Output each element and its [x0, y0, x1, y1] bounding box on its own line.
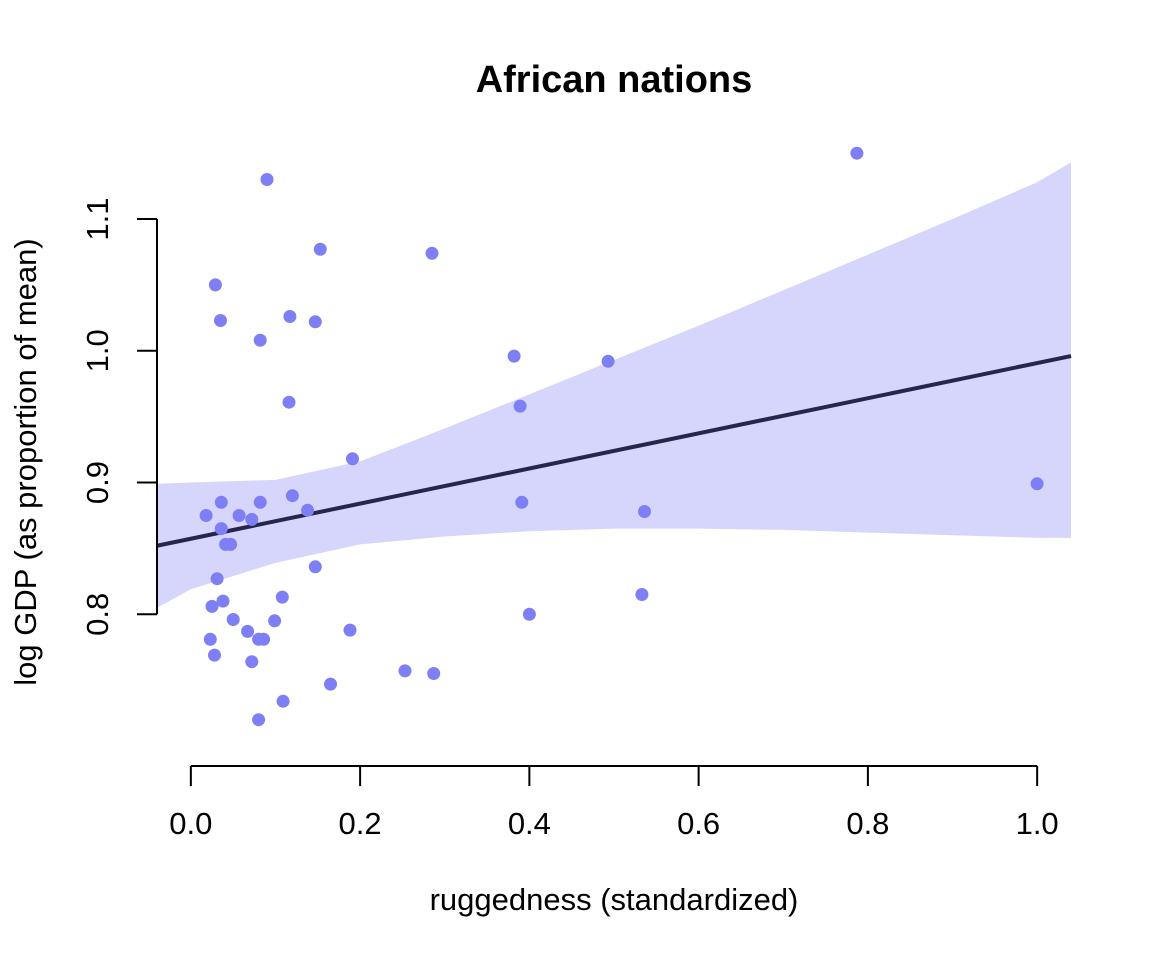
- data-point: [850, 146, 864, 160]
- data-point: [507, 349, 521, 363]
- data-point: [1030, 477, 1044, 491]
- data-point: [208, 648, 221, 662]
- data-point: [268, 614, 282, 628]
- data-point: [324, 677, 337, 691]
- data-point: [425, 246, 439, 260]
- data-point: [203, 632, 217, 646]
- data-point: [199, 509, 213, 522]
- data-point: [398, 664, 412, 678]
- data-point: [343, 623, 357, 637]
- data-point: [427, 667, 441, 680]
- data-point: [232, 509, 246, 522]
- x-tick-label: 0.6: [677, 806, 720, 841]
- data-point: [241, 624, 255, 638]
- y-tick-label: 0.9: [80, 461, 115, 504]
- chart-title: African nations: [476, 59, 753, 101]
- x-tick-label: 0.4: [508, 806, 551, 841]
- data-point: [208, 278, 222, 292]
- data-point: [301, 503, 315, 517]
- data-point: [214, 522, 228, 536]
- y-tick-label: 0.8: [80, 593, 115, 636]
- data-point: [205, 599, 219, 613]
- data-point: [346, 452, 359, 466]
- data-point: [275, 590, 289, 604]
- x-axis-label: ruggedness (standardized): [430, 882, 799, 917]
- data-point: [226, 613, 240, 626]
- data-point: [513, 399, 527, 413]
- data-point: [283, 310, 297, 323]
- data-points-layer: [199, 146, 1044, 727]
- x-tick-label: 0.8: [846, 806, 889, 841]
- data-point: [285, 489, 299, 503]
- data-point: [260, 173, 274, 186]
- data-point: [245, 512, 259, 526]
- y-tick-label: 1.1: [80, 197, 115, 240]
- data-point: [224, 537, 238, 551]
- x-tick-label: 0.2: [339, 806, 382, 841]
- data-point: [601, 354, 615, 368]
- y-axis: 0.8 0.9 1.0 1.1: [80, 197, 158, 636]
- data-point: [252, 713, 266, 727]
- y-tick-label: 1.0: [80, 329, 115, 372]
- data-point: [635, 588, 649, 601]
- data-point: [522, 607, 536, 621]
- data-point: [308, 560, 322, 574]
- y-axis-label: log GDP (as proportion of mean): [8, 238, 43, 685]
- data-point: [214, 314, 227, 327]
- x-axis: 0.0 0.2 0.4 0.6 0.8 1.0: [169, 765, 1059, 841]
- data-point: [257, 632, 271, 646]
- data-point: [214, 495, 228, 509]
- data-point: [210, 572, 224, 586]
- data-point: [245, 655, 259, 669]
- x-tick-label: 1.0: [1016, 806, 1059, 841]
- data-point: [253, 333, 267, 347]
- data-point: [308, 315, 322, 329]
- data-point: [515, 495, 529, 509]
- data-point: [282, 395, 296, 409]
- data-point: [638, 505, 651, 518]
- data-point: [216, 594, 230, 608]
- data-point: [276, 694, 290, 708]
- x-tick-label: 0.0: [169, 806, 212, 841]
- data-point: [313, 242, 327, 256]
- data-point: [253, 495, 267, 509]
